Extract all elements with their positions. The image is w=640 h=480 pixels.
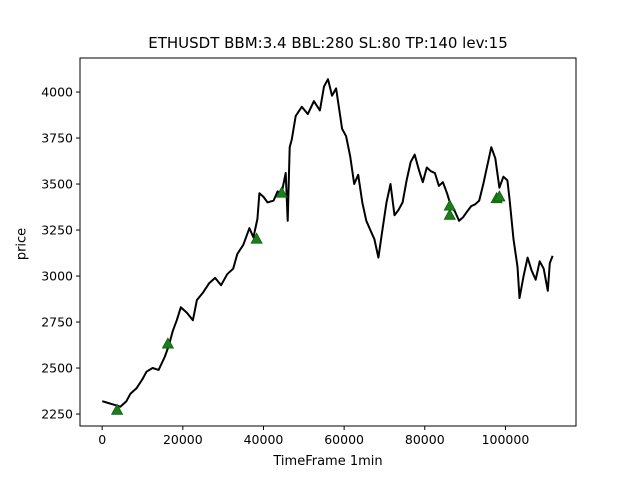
series-layer bbox=[101, 78, 554, 408]
y-tick-label: 2500 bbox=[41, 361, 73, 376]
entry-marker bbox=[443, 208, 456, 220]
chart-title: ETHUSDT BBM:3.4 BBL:280 SL:80 TP:140 lev… bbox=[148, 34, 508, 52]
y-tick-label: 4000 bbox=[41, 85, 73, 100]
x-tick-label: 40000 bbox=[244, 432, 284, 447]
entry-marker bbox=[161, 337, 175, 349]
price-series-line bbox=[101, 78, 554, 408]
y-tick-label: 3250 bbox=[41, 223, 73, 238]
axes-layer: 0 20000 40000 60000 80000 100000 2250 2500 2750 3… bbox=[41, 85, 529, 447]
x-tick-label: 0 bbox=[98, 432, 106, 447]
x-tick-label: 100000 bbox=[482, 432, 530, 447]
y-axis-label: price bbox=[14, 227, 30, 261]
marker-layer bbox=[110, 186, 506, 415]
x-tick-label: 20000 bbox=[163, 432, 203, 447]
entry-marker bbox=[443, 199, 456, 211]
x-axis-label: TimeFrame 1min bbox=[273, 454, 383, 469]
y-tick-label: 3750 bbox=[41, 131, 73, 146]
plot-frame bbox=[79, 57, 577, 427]
y-tick-label: 2250 bbox=[41, 407, 73, 422]
entry-marker bbox=[275, 186, 288, 198]
x-tick-label: 80000 bbox=[405, 432, 445, 447]
y-tick-label: 3500 bbox=[41, 177, 73, 192]
y-tick-label: 2750 bbox=[41, 315, 73, 330]
x-tick-label: 60000 bbox=[324, 432, 364, 447]
entry-marker bbox=[493, 190, 506, 202]
y-tick-label: 3000 bbox=[41, 269, 73, 284]
entry-marker bbox=[250, 232, 263, 244]
entry-marker bbox=[110, 403, 124, 415]
